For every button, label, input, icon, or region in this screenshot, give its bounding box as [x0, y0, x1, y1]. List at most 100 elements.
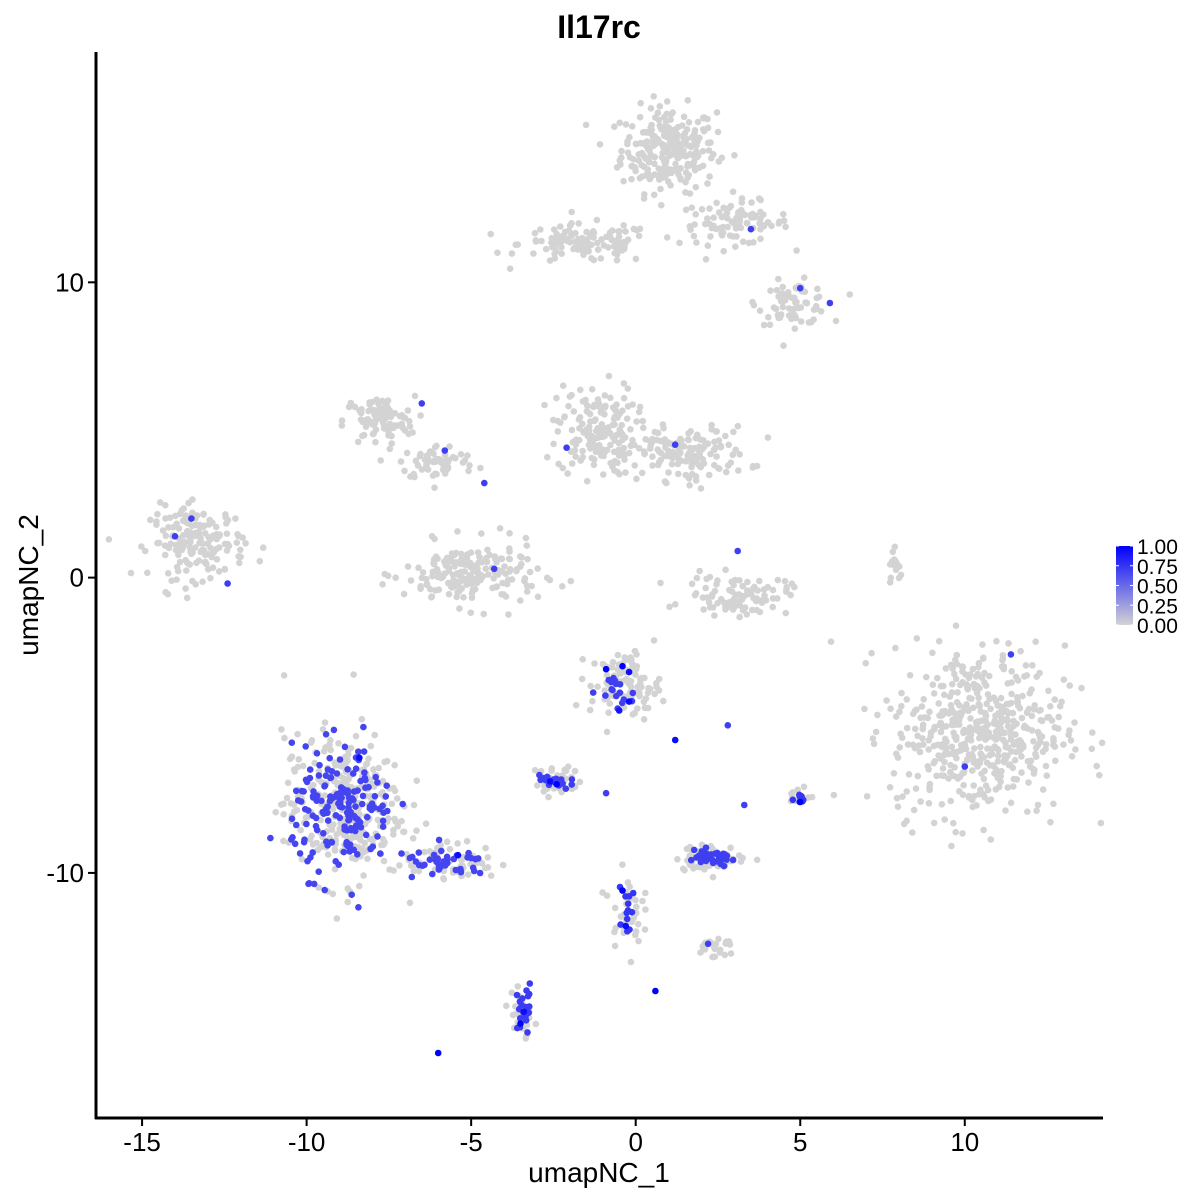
background-point [415, 867, 423, 875]
background-point [478, 530, 485, 537]
background-point [688, 580, 696, 588]
background-point [239, 534, 246, 541]
background-point [653, 680, 660, 687]
background-point [764, 434, 772, 441]
background-point [550, 416, 557, 424]
background-point [633, 418, 640, 425]
background-point [225, 542, 233, 550]
background-point [861, 705, 868, 713]
background-point [985, 672, 993, 680]
background-point [1047, 703, 1054, 710]
background-point [615, 452, 623, 459]
background-point [603, 728, 611, 736]
background-point [870, 740, 878, 748]
background-point [952, 721, 960, 728]
background-point [644, 166, 652, 173]
background-point [445, 590, 453, 598]
background-point [200, 523, 207, 531]
background-point [920, 741, 927, 748]
background-point [601, 392, 609, 399]
background-point [575, 436, 583, 444]
background-point [924, 763, 932, 770]
background-point [587, 418, 594, 425]
background-point [898, 734, 906, 741]
background-point [684, 163, 691, 170]
background-point [634, 920, 642, 928]
background-point [776, 314, 784, 321]
background-point [722, 566, 729, 574]
background-point [735, 209, 742, 216]
background-point [636, 113, 644, 121]
expression-point [687, 856, 695, 864]
background-point [584, 432, 591, 440]
background-point [350, 833, 357, 840]
expression-point [326, 797, 334, 805]
background-point [732, 225, 740, 232]
background-point [978, 770, 985, 777]
background-point [189, 496, 196, 503]
background-point [350, 671, 357, 678]
background-point [894, 803, 902, 810]
background-point [714, 128, 722, 136]
background-point [662, 444, 669, 451]
background-point [559, 583, 566, 590]
background-point [628, 123, 636, 130]
background-point [478, 859, 486, 867]
background-point [192, 581, 199, 588]
background-point [998, 718, 1005, 726]
background-point [642, 906, 649, 913]
background-point [891, 543, 899, 551]
background-point [443, 560, 450, 567]
background-point [517, 553, 524, 560]
x-tick-label: 10 [950, 1127, 979, 1157]
background-point [554, 428, 562, 435]
background-point [793, 247, 800, 254]
background-point [233, 539, 241, 546]
background-point [390, 831, 397, 838]
background-point [711, 461, 718, 469]
background-point [906, 672, 914, 679]
background-point [331, 847, 339, 854]
expression-point [337, 799, 344, 806]
background-point [597, 255, 605, 262]
background-point [711, 612, 718, 619]
expression-point [617, 921, 624, 928]
background-point [936, 712, 943, 719]
background-point [618, 421, 625, 429]
background-point [332, 762, 339, 769]
background-point [622, 121, 630, 128]
background-point [635, 408, 643, 416]
background-point [390, 784, 397, 792]
background-point [632, 896, 639, 904]
expression-point [318, 797, 325, 805]
background-point [789, 789, 796, 796]
background-point [970, 757, 978, 764]
expression-point [332, 858, 340, 865]
background-point [153, 518, 160, 525]
background-point [948, 842, 955, 850]
background-point [607, 441, 614, 449]
background-point [650, 637, 658, 644]
background-point [641, 128, 649, 136]
background-point [550, 440, 557, 448]
background-point [914, 772, 922, 780]
background-point [414, 462, 422, 469]
background-point [534, 782, 541, 789]
background-point [713, 109, 721, 116]
background-point [951, 670, 958, 678]
background-point [482, 565, 490, 572]
background-point [694, 431, 701, 439]
background-point [773, 286, 781, 294]
background-point [443, 838, 451, 846]
background-point [650, 142, 657, 150]
background-point [545, 793, 552, 801]
background-point [487, 230, 495, 238]
background-point [383, 401, 390, 408]
background-point [716, 946, 724, 954]
background-point [154, 510, 161, 518]
background-point [429, 458, 437, 466]
background-point [406, 417, 413, 425]
background-point [321, 792, 329, 799]
background-point [183, 567, 190, 574]
background-point [338, 422, 346, 429]
